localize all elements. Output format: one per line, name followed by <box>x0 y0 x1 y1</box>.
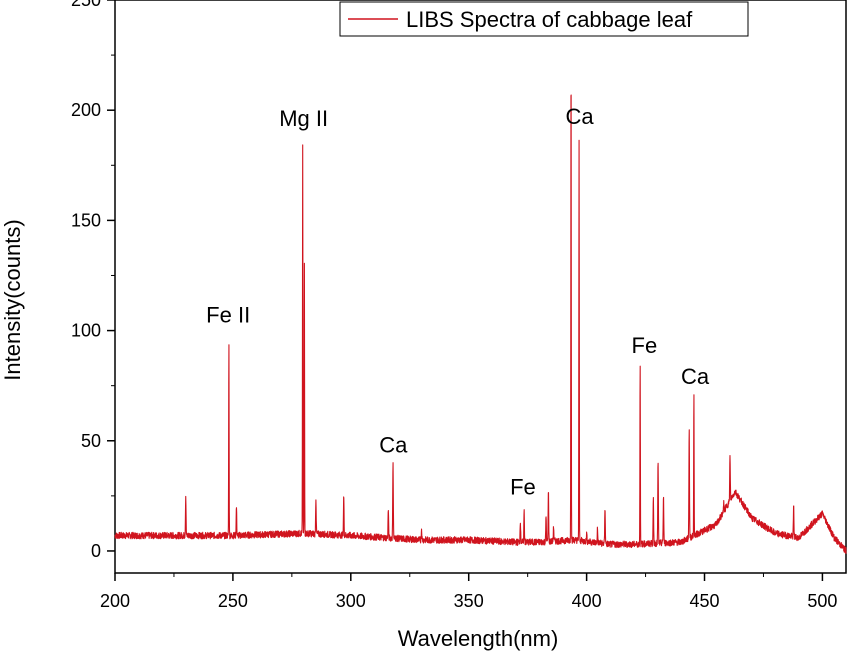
peak-label: Fe II <box>206 302 250 327</box>
peak-label: Ca <box>379 432 408 457</box>
y-axis-title: Intensity(counts) <box>0 219 25 380</box>
legend-label: LIBS Spectra of cabbage leaf <box>406 7 693 32</box>
y-tick-label: 200 <box>71 100 101 120</box>
y-tick-label: 100 <box>71 321 101 341</box>
peak-label: Fe <box>510 474 536 499</box>
y-tick-label: 250 <box>71 0 101 10</box>
x-tick-label: 500 <box>807 591 837 611</box>
y-tick-label: 150 <box>71 210 101 230</box>
x-tick-label: 450 <box>689 591 719 611</box>
x-tick-label: 200 <box>100 591 130 611</box>
peak-label: Mg II <box>279 106 328 131</box>
peak-label: Ca <box>681 364 710 389</box>
x-axis-title: Wavelength(nm) <box>398 626 559 651</box>
axis-ticks <box>107 0 824 581</box>
peak-label: Ca <box>565 104 594 129</box>
x-tick-label: 250 <box>218 591 248 611</box>
x-tick-label: 300 <box>336 591 366 611</box>
x-tick-label: 350 <box>454 591 484 611</box>
plot-area-frame <box>114 0 847 574</box>
x-tick-labels: 200 250 300 350 400 450 500 <box>100 591 837 611</box>
y-tick-labels: 0 50 100 150 200 250 <box>71 0 101 561</box>
y-tick-label: 50 <box>81 431 101 451</box>
spectrum-line <box>114 94 847 554</box>
legend-box <box>339 1 749 37</box>
legend: LIBS Spectra of cabbage leaf <box>339 1 749 37</box>
y-tick-label: 0 <box>91 541 101 561</box>
x-tick-label: 400 <box>572 591 602 611</box>
peak-label: Fe <box>632 333 658 358</box>
